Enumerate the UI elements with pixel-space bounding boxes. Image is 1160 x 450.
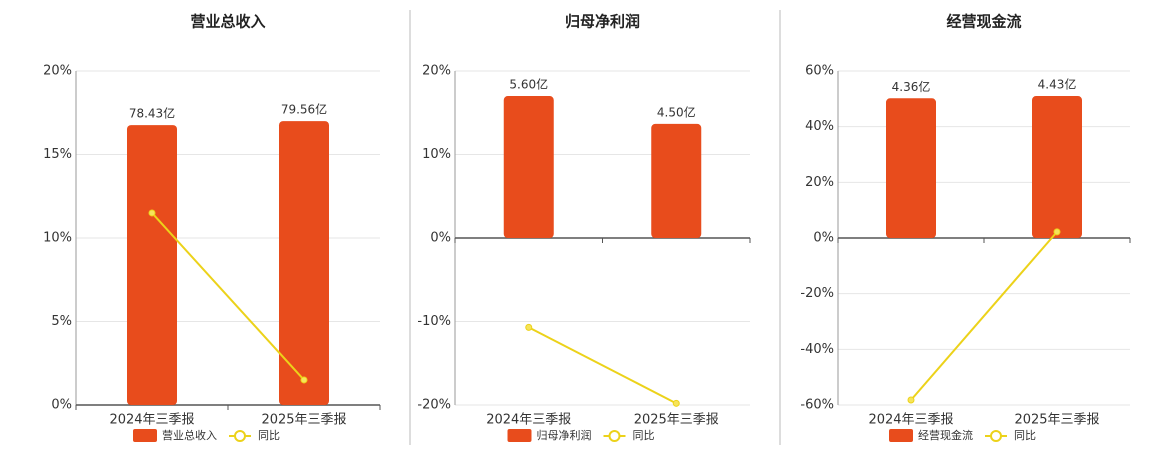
y-tick-label: 0% bbox=[51, 398, 72, 413]
y-tick-label: 20% bbox=[43, 64, 72, 79]
line-point bbox=[907, 396, 915, 404]
value-label: 78.43亿 bbox=[129, 106, 175, 121]
line bbox=[151, 212, 305, 381]
y-tick-label: 60% bbox=[805, 64, 834, 79]
line-point bbox=[148, 209, 156, 217]
value-label: 4.36亿 bbox=[892, 79, 931, 94]
line bbox=[910, 231, 1058, 401]
bar bbox=[279, 121, 329, 405]
y-tick-label: 15% bbox=[43, 147, 72, 162]
y-tick-label: -20% bbox=[800, 286, 834, 301]
legend-swatch bbox=[507, 429, 532, 442]
x-tick-label: 2025年三季报 bbox=[1014, 413, 1099, 428]
x-tick-label: 2025年三季报 bbox=[261, 413, 346, 428]
legend-swatch bbox=[608, 430, 621, 442]
value-label: 5.60亿 bbox=[509, 77, 548, 92]
bar bbox=[1032, 96, 1082, 238]
x-tick-label: 2024年三季报 bbox=[109, 413, 194, 428]
x-tick-label: 2024年三季报 bbox=[486, 413, 571, 428]
y-tick-label: 0% bbox=[813, 231, 834, 246]
bar bbox=[886, 98, 936, 238]
value-label: 79.56亿 bbox=[281, 102, 327, 117]
y-tick-label: 40% bbox=[805, 119, 834, 134]
y-tick-label: 20% bbox=[422, 64, 451, 79]
legend-swatch bbox=[234, 430, 246, 442]
y-tick-label: 0% bbox=[430, 231, 451, 246]
legend-swatch bbox=[133, 429, 157, 442]
legend-swatch bbox=[889, 429, 913, 442]
bar bbox=[503, 96, 554, 238]
line-point bbox=[672, 399, 680, 407]
y-tick-label: -60% bbox=[800, 398, 834, 413]
y-tick-label: 5% bbox=[51, 314, 72, 329]
line-point bbox=[1053, 228, 1061, 236]
legend-label: 同比 bbox=[258, 429, 280, 442]
chart-title: 归母净利润 bbox=[565, 13, 640, 31]
chart-title: 营业总收入 bbox=[190, 13, 265, 31]
y-tick-label: -10% bbox=[417, 314, 451, 329]
line bbox=[528, 326, 677, 405]
chart-title: 经营现金流 bbox=[946, 13, 1021, 31]
bar bbox=[127, 125, 177, 405]
value-label: 4.50亿 bbox=[657, 104, 696, 119]
x-tick-label: 2024年三季报 bbox=[868, 413, 953, 428]
value-label: 4.43亿 bbox=[1038, 77, 1077, 92]
y-tick-label: 20% bbox=[805, 175, 834, 190]
y-tick-label: 10% bbox=[422, 147, 451, 162]
legend-label: 经营现金流 bbox=[918, 428, 973, 442]
legend-swatch bbox=[990, 430, 1002, 442]
legend-label: 营业总收入 bbox=[162, 428, 217, 442]
bar bbox=[651, 123, 702, 238]
y-tick-label: -20% bbox=[417, 398, 451, 413]
legend-label: 同比 bbox=[633, 429, 655, 442]
y-tick-label: 10% bbox=[43, 231, 72, 246]
y-tick-label: -40% bbox=[800, 342, 834, 357]
legend-label: 归母净利润 bbox=[537, 428, 592, 442]
line-point bbox=[300, 376, 308, 384]
legend-label: 同比 bbox=[1014, 429, 1036, 442]
x-tick-label: 2025年三季报 bbox=[634, 413, 719, 428]
line-point bbox=[525, 323, 533, 331]
